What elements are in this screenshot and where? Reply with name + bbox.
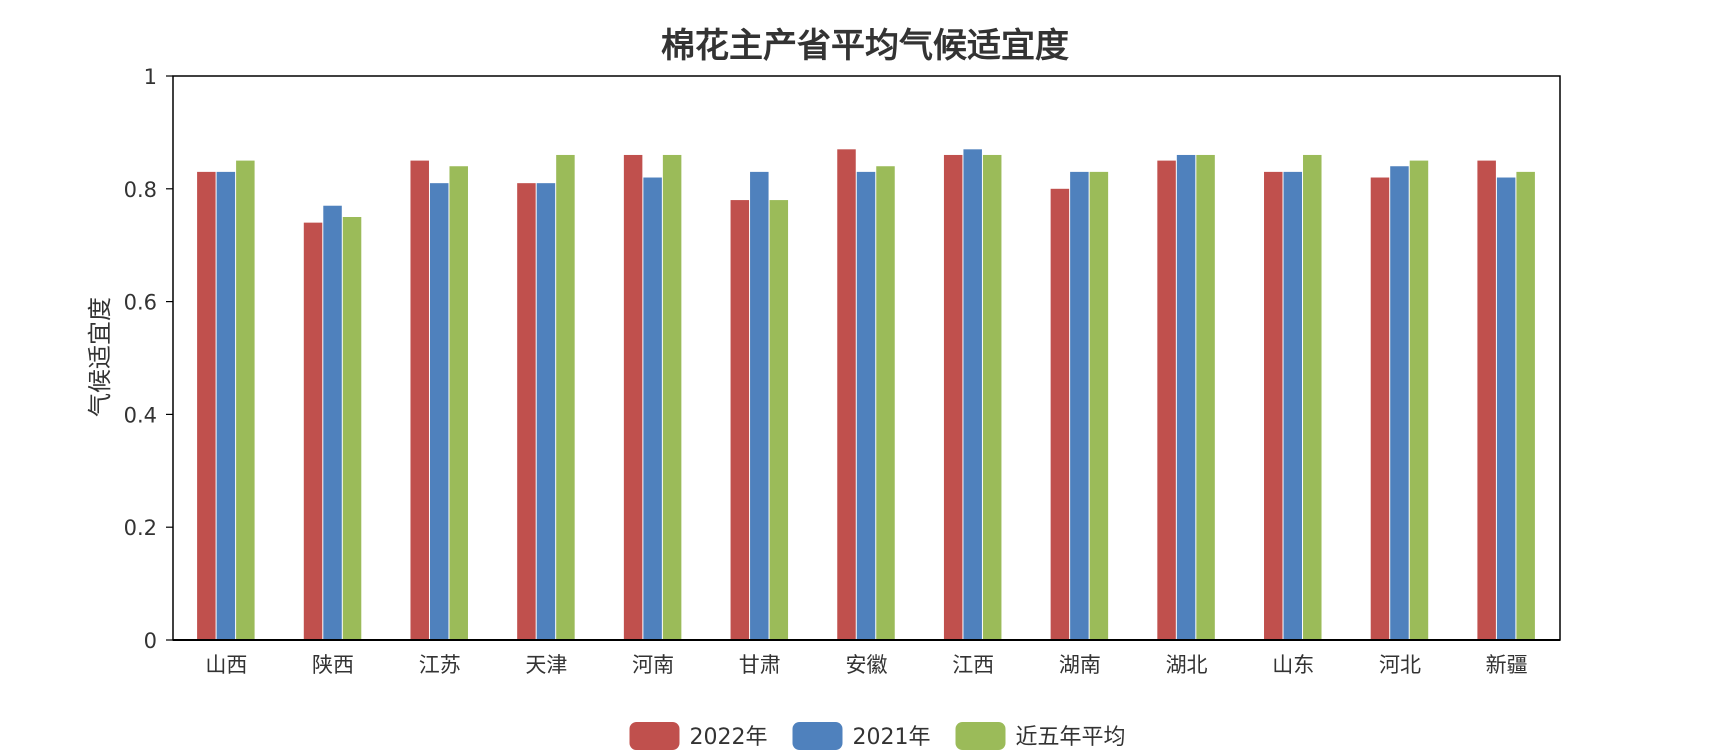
bar xyxy=(730,200,750,640)
x-tick-label: 湖南 xyxy=(1059,653,1101,677)
bar xyxy=(1390,166,1409,641)
bar xyxy=(1157,160,1176,640)
bar xyxy=(1196,154,1215,640)
bar xyxy=(410,160,429,640)
x-tick-label: 江苏 xyxy=(419,653,461,677)
y-tick-label: 0.4 xyxy=(124,403,157,427)
x-tick-label: 江西 xyxy=(952,653,994,677)
bar xyxy=(876,166,895,641)
bar xyxy=(342,217,362,640)
y-axis-label: 气候适宜度 xyxy=(86,297,114,417)
x-tick-label: 山西 xyxy=(205,653,247,677)
bar xyxy=(662,154,682,640)
legend-label: 近五年平均 xyxy=(1016,725,1126,750)
legend-swatch xyxy=(629,722,680,750)
bar xyxy=(982,154,1002,640)
bar xyxy=(750,171,769,640)
legend-label: 2022年 xyxy=(690,725,768,750)
y-tick-label: 1 xyxy=(144,65,157,89)
y-tick-label: 0.2 xyxy=(124,516,157,540)
legend-item: 2021年 xyxy=(792,722,931,750)
bar xyxy=(623,154,643,640)
bar xyxy=(1496,177,1516,640)
x-tick-label: 河北 xyxy=(1379,653,1421,677)
bar xyxy=(556,154,575,640)
x-tick-label: 天津 xyxy=(525,653,567,677)
legend-label: 2021年 xyxy=(853,725,931,750)
plot-area: 0 0.2 0.4 0.6 0.8 1 山西 陕西 江苏 天津 河南 甘肃 安徽 江西 湖南 湖北 山东 河北 新疆 xyxy=(124,65,1561,677)
bar xyxy=(1516,171,1535,640)
bar xyxy=(323,205,342,640)
bar xyxy=(429,183,449,640)
bar xyxy=(643,177,662,640)
bar xyxy=(1089,171,1109,640)
bar xyxy=(303,222,323,640)
bar xyxy=(856,171,876,640)
bar xyxy=(449,166,468,641)
x-tick-label: 河南 xyxy=(632,653,674,677)
bar xyxy=(1370,177,1390,640)
bar xyxy=(1303,154,1322,640)
x-tick-label: 陕西 xyxy=(312,653,354,677)
bar xyxy=(943,154,963,640)
y-tick-label: 0.8 xyxy=(124,178,157,202)
bar xyxy=(769,200,789,640)
y-tick-label: 0 xyxy=(144,629,157,653)
bar xyxy=(1477,160,1496,640)
bar xyxy=(1176,154,1196,640)
legend-item: 2022年 xyxy=(629,722,768,750)
x-tick-label: 湖北 xyxy=(1166,653,1208,677)
bar xyxy=(1070,171,1089,640)
legend-swatch xyxy=(955,722,1006,750)
bar xyxy=(837,149,856,640)
bar xyxy=(1050,188,1070,641)
legend-item: 近五年平均 xyxy=(955,722,1126,750)
x-tick-label: 安徽 xyxy=(846,653,888,677)
x-tick-label: 山东 xyxy=(1272,653,1314,677)
bar xyxy=(963,149,982,640)
y-tick-label: 0.6 xyxy=(124,291,157,315)
legend-swatch xyxy=(792,722,843,750)
bar xyxy=(1283,171,1303,640)
x-tick-label: 甘肃 xyxy=(739,653,781,677)
x-tick-label: 新疆 xyxy=(1486,653,1528,677)
bar xyxy=(1264,171,1283,640)
bar xyxy=(216,171,236,640)
bar xyxy=(236,160,255,640)
legend: 2022年 2021年 近五年平均 xyxy=(629,722,1126,750)
chart-title: 棉花主产省平均气候适宜度 xyxy=(661,26,1069,66)
bar xyxy=(1409,160,1429,640)
bar xyxy=(517,183,536,640)
bar xyxy=(197,171,216,640)
bar xyxy=(536,183,556,640)
